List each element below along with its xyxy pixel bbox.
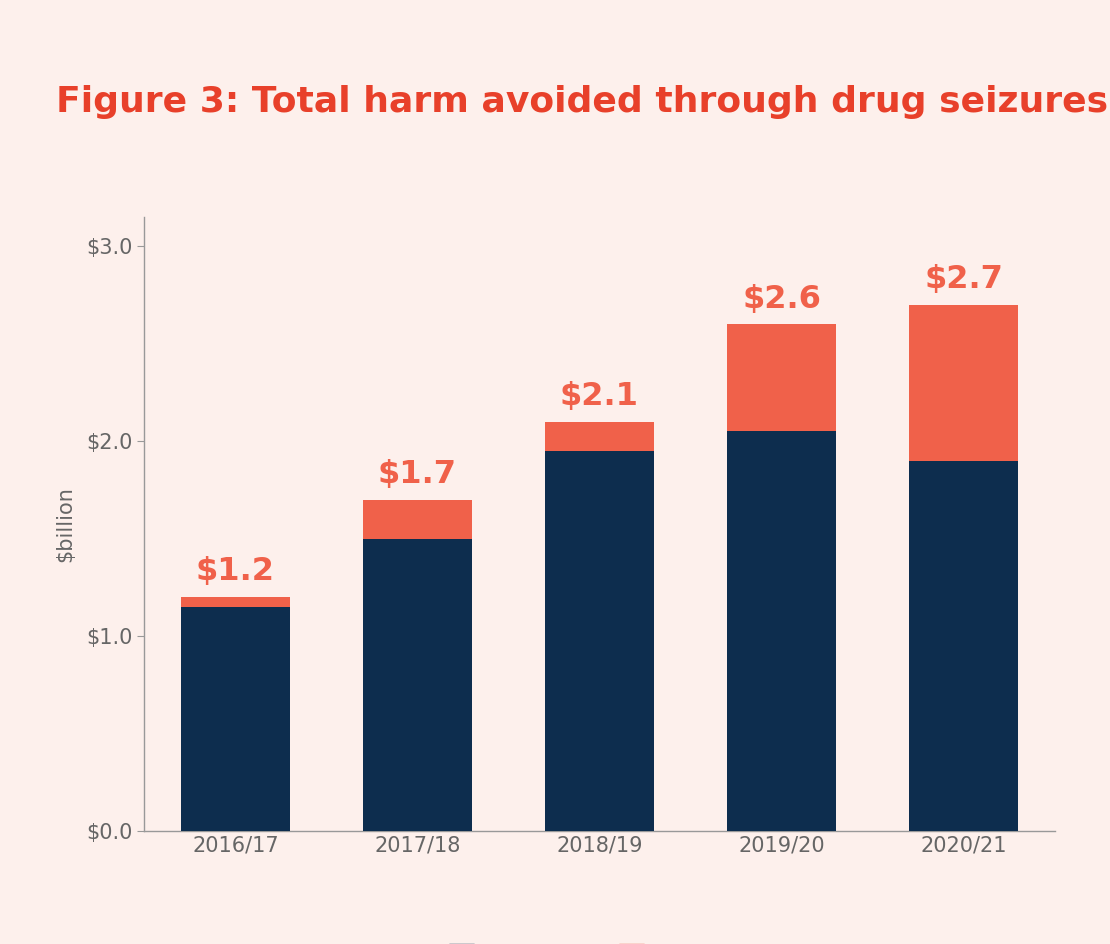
Bar bbox=[181, 607, 290, 831]
Bar bbox=[545, 422, 654, 451]
Bar bbox=[363, 538, 472, 831]
Bar bbox=[727, 324, 836, 431]
Bar bbox=[545, 451, 654, 831]
Text: $1.2: $1.2 bbox=[195, 556, 275, 587]
Bar bbox=[727, 431, 836, 831]
Bar bbox=[181, 597, 290, 607]
Bar bbox=[909, 305, 1018, 461]
Y-axis label: $billion: $billion bbox=[56, 486, 75, 562]
Text: $2.7: $2.7 bbox=[924, 264, 1003, 295]
Bar bbox=[363, 499, 472, 538]
Bar bbox=[909, 461, 1018, 831]
Text: $2.1: $2.1 bbox=[559, 381, 639, 412]
Text: $2.6: $2.6 bbox=[741, 283, 821, 314]
Legend: Onshore, Offshore: Onshore, Offshore bbox=[438, 934, 760, 944]
Text: $1.7: $1.7 bbox=[377, 459, 457, 490]
Text: Figure 3: Total harm avoided through drug seizures: Figure 3: Total harm avoided through dru… bbox=[56, 85, 1108, 119]
